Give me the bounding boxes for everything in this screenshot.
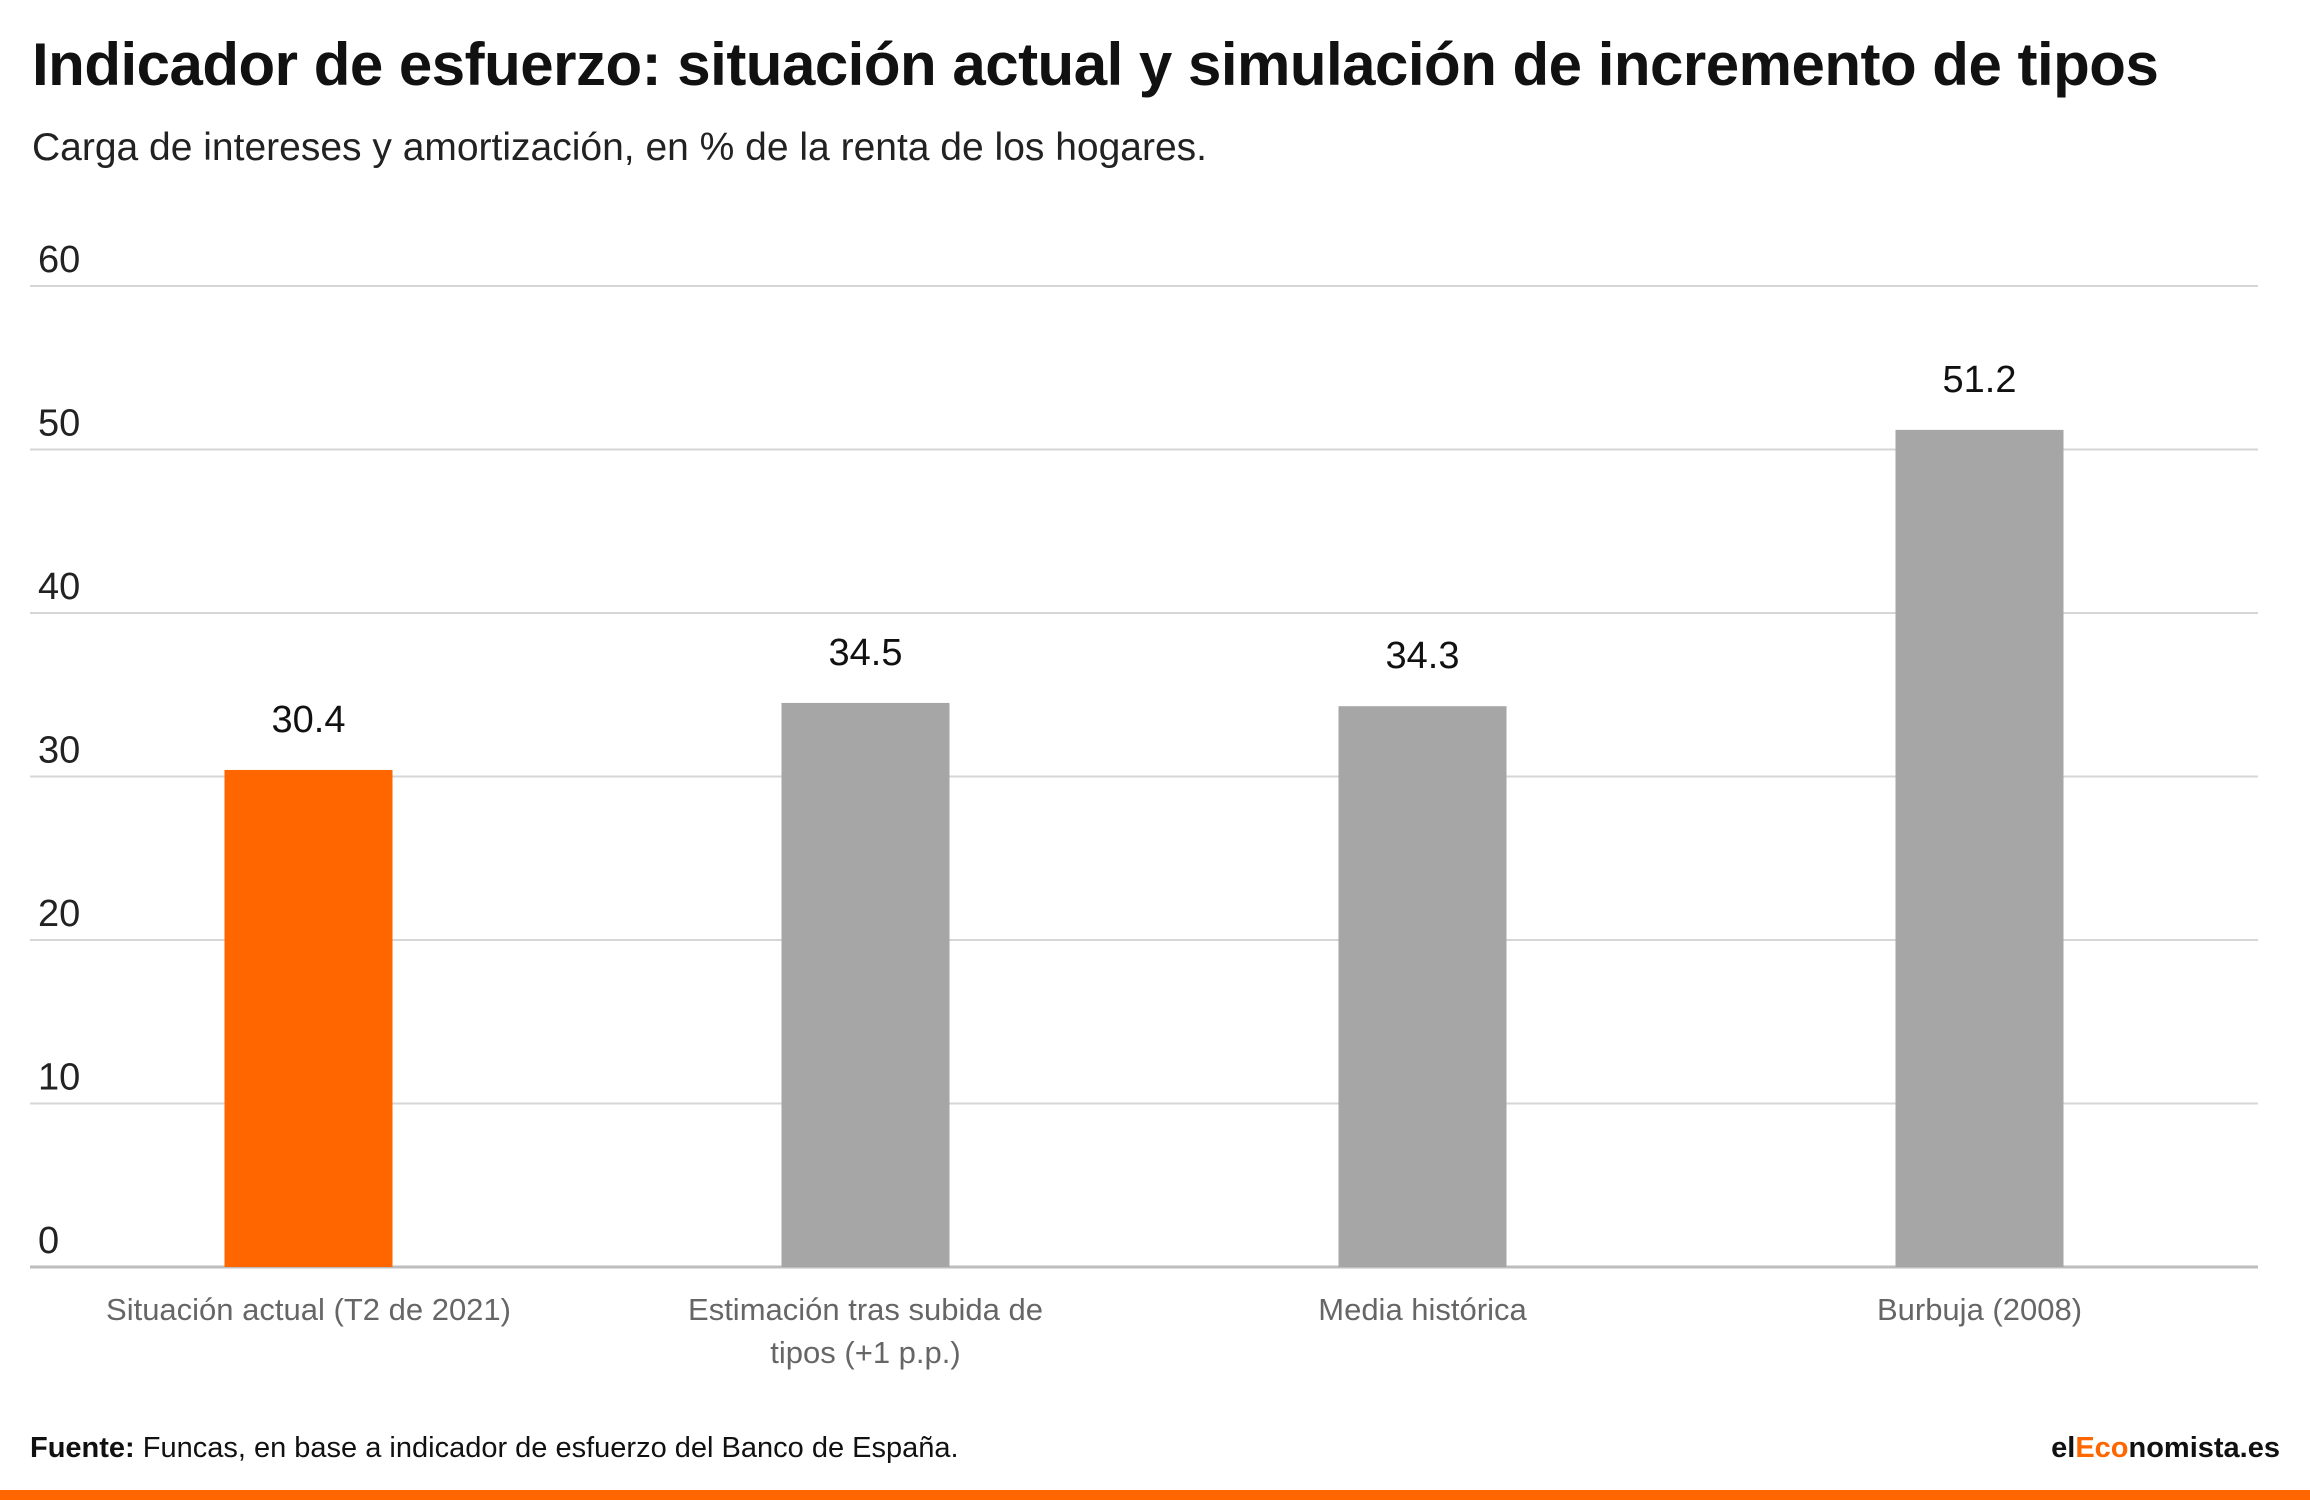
bar-value-label: 51.2: [1943, 359, 2017, 401]
y-tick-label: 0: [38, 1220, 59, 1262]
bottom-accent-bar: [0, 1490, 2310, 1500]
y-tick-label: 20: [38, 893, 80, 935]
brand-suffix: nomista.es: [2128, 1432, 2281, 1464]
chart-subtitle: Carga de intereses y amortización, en % …: [32, 126, 1207, 169]
value-labels: 30.4 34.5 34.3 51.2: [272, 359, 2017, 741]
x-tick-label: Media histórica: [1318, 1292, 1527, 1327]
bar-value-label: 34.5: [829, 632, 903, 674]
brand-accent: Eco: [2075, 1432, 2129, 1464]
bar: [224, 769, 393, 1267]
y-tick-label: 30: [38, 730, 80, 772]
y-axis-ticks: 0 10 20 30 40 50 60: [38, 239, 80, 1262]
bars: [224, 429, 2064, 1267]
y-tick-label: 60: [38, 239, 80, 281]
chart-title: Indicador de esfuerzo: situación actual …: [32, 31, 2159, 98]
y-tick-label: 50: [38, 403, 80, 445]
source-note: Fuente: Funcas, en base a indicador de e…: [30, 1432, 959, 1465]
x-tick-label: tipos (+1 p.p.): [770, 1335, 960, 1370]
bar-value-label: 30.4: [272, 699, 346, 741]
x-tick-label: Situación actual (T2 de 2021): [106, 1292, 511, 1327]
x-axis-labels: Situación actual (T2 de 2021) Estimación …: [106, 1292, 2082, 1370]
bar: [781, 702, 950, 1267]
bar: [1895, 429, 2064, 1267]
brand-prefix: el: [2051, 1432, 2076, 1464]
bar-chart: 0 10 20 30 40 50 60 30.4 34.5 34.3 51.2 Situación…: [30, 239, 2258, 1370]
x-tick-label: Burbuja (2008): [1877, 1292, 2082, 1327]
x-tick-label: Estimación tras subida de: [688, 1292, 1043, 1327]
gridlines: [30, 285, 2258, 1269]
y-tick-label: 10: [38, 1057, 80, 1099]
bar: [1338, 706, 1507, 1267]
y-tick-label: 40: [38, 566, 80, 608]
bar-value-label: 34.3: [1386, 635, 1460, 677]
source-label: Fuente:: [30, 1432, 135, 1464]
source-text: Funcas, en base a indicador de esfuerzo …: [134, 1432, 959, 1464]
brand-logo[interactable]: elEconomista.es: [2051, 1432, 2280, 1465]
